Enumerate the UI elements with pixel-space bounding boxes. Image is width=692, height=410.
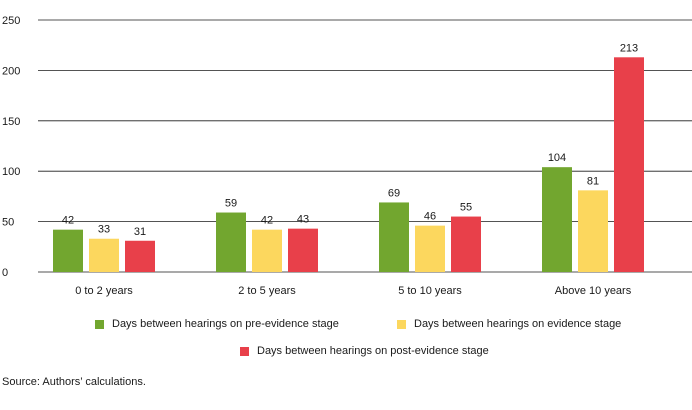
legend-label-post-evidence: Days between hearings on post-evidence s… [257, 345, 489, 357]
bar [288, 228, 318, 272]
data-label: 31 [134, 226, 146, 238]
bar [578, 190, 608, 272]
y-tick-label: 150 [2, 116, 20, 128]
data-label: 42 [261, 215, 273, 227]
bar [451, 216, 481, 272]
data-label: 55 [460, 202, 472, 214]
bar [252, 229, 282, 272]
data-label: 104 [548, 152, 566, 164]
bar [125, 240, 155, 272]
bar [614, 57, 644, 272]
y-tick-label: 100 [2, 166, 20, 178]
bar [53, 229, 83, 272]
data-label: 81 [587, 175, 599, 187]
bars [53, 57, 644, 272]
y-tick-label: 200 [2, 65, 20, 77]
data-label: 69 [388, 187, 400, 199]
x-tick-label: 5 to 10 years [398, 285, 462, 297]
x-tick-label: 0 to 2 years [75, 285, 133, 297]
y-tick-label: 250 [2, 15, 20, 27]
legend-item-evidence: Days between hearings on evidence stage [397, 318, 621, 330]
x-axis-ticks: 0 to 2 years 2 to 5 years 5 to 10 years Abo… [75, 285, 631, 297]
legend-label-pre-evidence: Days between hearings on pre-evidence st… [112, 318, 339, 330]
data-labels: 42 33 31 59 42 43 69 46 55 104 81 213 [62, 42, 638, 237]
data-label: 213 [620, 42, 638, 54]
bar [216, 212, 246, 272]
bar [89, 238, 119, 272]
legend-swatch-post-evidence [240, 346, 249, 356]
y-axis-ticks: 0 50 100 150 200 250 [2, 15, 20, 279]
source-note: Source: Authors’ calculations. [2, 376, 146, 388]
x-tick-label: 2 to 5 years [238, 285, 296, 297]
legend-label-evidence: Days between hearings on evidence stage [414, 318, 622, 330]
y-tick-label: 0 [2, 267, 8, 279]
data-label: 43 [297, 214, 309, 226]
bar [542, 167, 572, 272]
bar [415, 225, 445, 272]
data-label: 42 [62, 215, 74, 227]
legend-item-post-evidence: Days between hearings on post-evidence s… [240, 345, 489, 357]
legend-item-pre-evidence: Days between hearings on pre-evidence st… [95, 318, 339, 330]
y-tick-label: 50 [2, 217, 14, 229]
x-tick-label: Above 10 years [555, 285, 632, 297]
legend-swatch-evidence [397, 319, 406, 329]
data-label: 59 [225, 198, 237, 210]
data-label: 46 [424, 211, 436, 223]
data-label: 33 [98, 224, 110, 236]
legend-swatch-pre-evidence [95, 319, 104, 329]
bar [379, 202, 409, 272]
